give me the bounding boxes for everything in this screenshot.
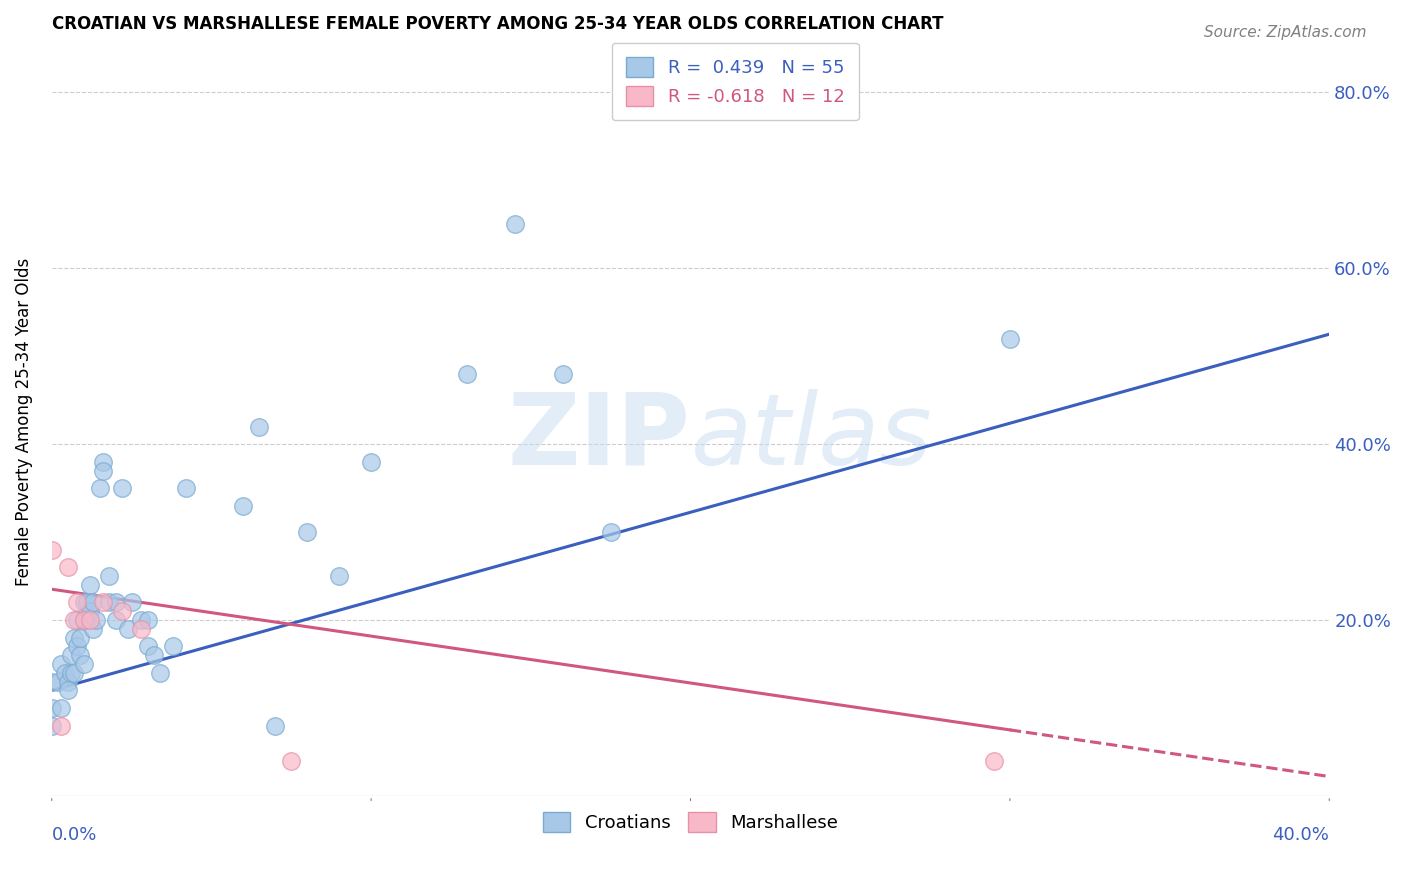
Point [998,332,1021,346]
Point [551,367,574,381]
Point [232,499,254,513]
Point [41,674,63,689]
Point [63,613,86,627]
Point [129,622,152,636]
Point [56,683,79,698]
Point [360,455,382,469]
Point [136,613,159,627]
Point [104,613,127,627]
Point [503,217,526,231]
Point [76,595,98,609]
Point [264,718,287,732]
Point [41,718,63,732]
Point [51,718,73,732]
Point [162,640,184,654]
Point [456,367,478,381]
Text: ZIP: ZIP [508,389,690,485]
Point [111,604,134,618]
Point [73,613,96,627]
Point [983,754,1005,768]
Point [89,481,111,495]
Point [41,701,63,715]
Point [117,622,139,636]
Point [91,455,114,469]
Point [66,640,89,654]
Point [63,631,86,645]
Point [111,481,134,495]
Point [66,595,89,609]
Point [91,463,114,477]
Point [79,604,101,618]
Point [142,648,165,662]
Point [79,613,101,627]
Text: Source: ZipAtlas.com: Source: ZipAtlas.com [1204,25,1367,40]
Point [66,613,89,627]
Point [76,613,98,627]
Point [121,595,143,609]
Point [73,613,96,627]
Point [69,631,91,645]
Point [51,657,73,671]
Point [149,665,172,680]
Point [69,648,91,662]
Point [63,665,86,680]
Point [136,640,159,654]
Point [328,569,350,583]
Text: 0.0%: 0.0% [52,826,97,844]
Point [98,569,121,583]
Point [73,595,96,609]
Point [91,595,114,609]
Point [82,595,104,609]
Point [247,419,270,434]
Point [56,674,79,689]
Point [46,674,69,689]
Text: 40.0%: 40.0% [1272,826,1329,844]
Point [86,613,108,627]
Point [59,648,82,662]
Point [53,665,76,680]
Legend: Croatians, Marshallese: Croatians, Marshallese [536,805,845,839]
Point [129,613,152,627]
Point [174,481,197,495]
Point [297,524,319,539]
Point [280,754,302,768]
Point [41,542,63,557]
Point [104,595,127,609]
Text: atlas: atlas [690,389,932,485]
Point [73,657,96,671]
Point [59,665,82,680]
Text: CROATIAN VS MARSHALLESE FEMALE POVERTY AMONG 25-34 YEAR OLDS CORRELATION CHART: CROATIAN VS MARSHALLESE FEMALE POVERTY A… [52,15,943,33]
Point [599,524,621,539]
Point [98,595,121,609]
Point [56,560,79,574]
Point [79,578,101,592]
Point [82,622,104,636]
Y-axis label: Female Poverty Among 25-34 Year Olds: Female Poverty Among 25-34 Year Olds [15,258,32,586]
Point [51,701,73,715]
